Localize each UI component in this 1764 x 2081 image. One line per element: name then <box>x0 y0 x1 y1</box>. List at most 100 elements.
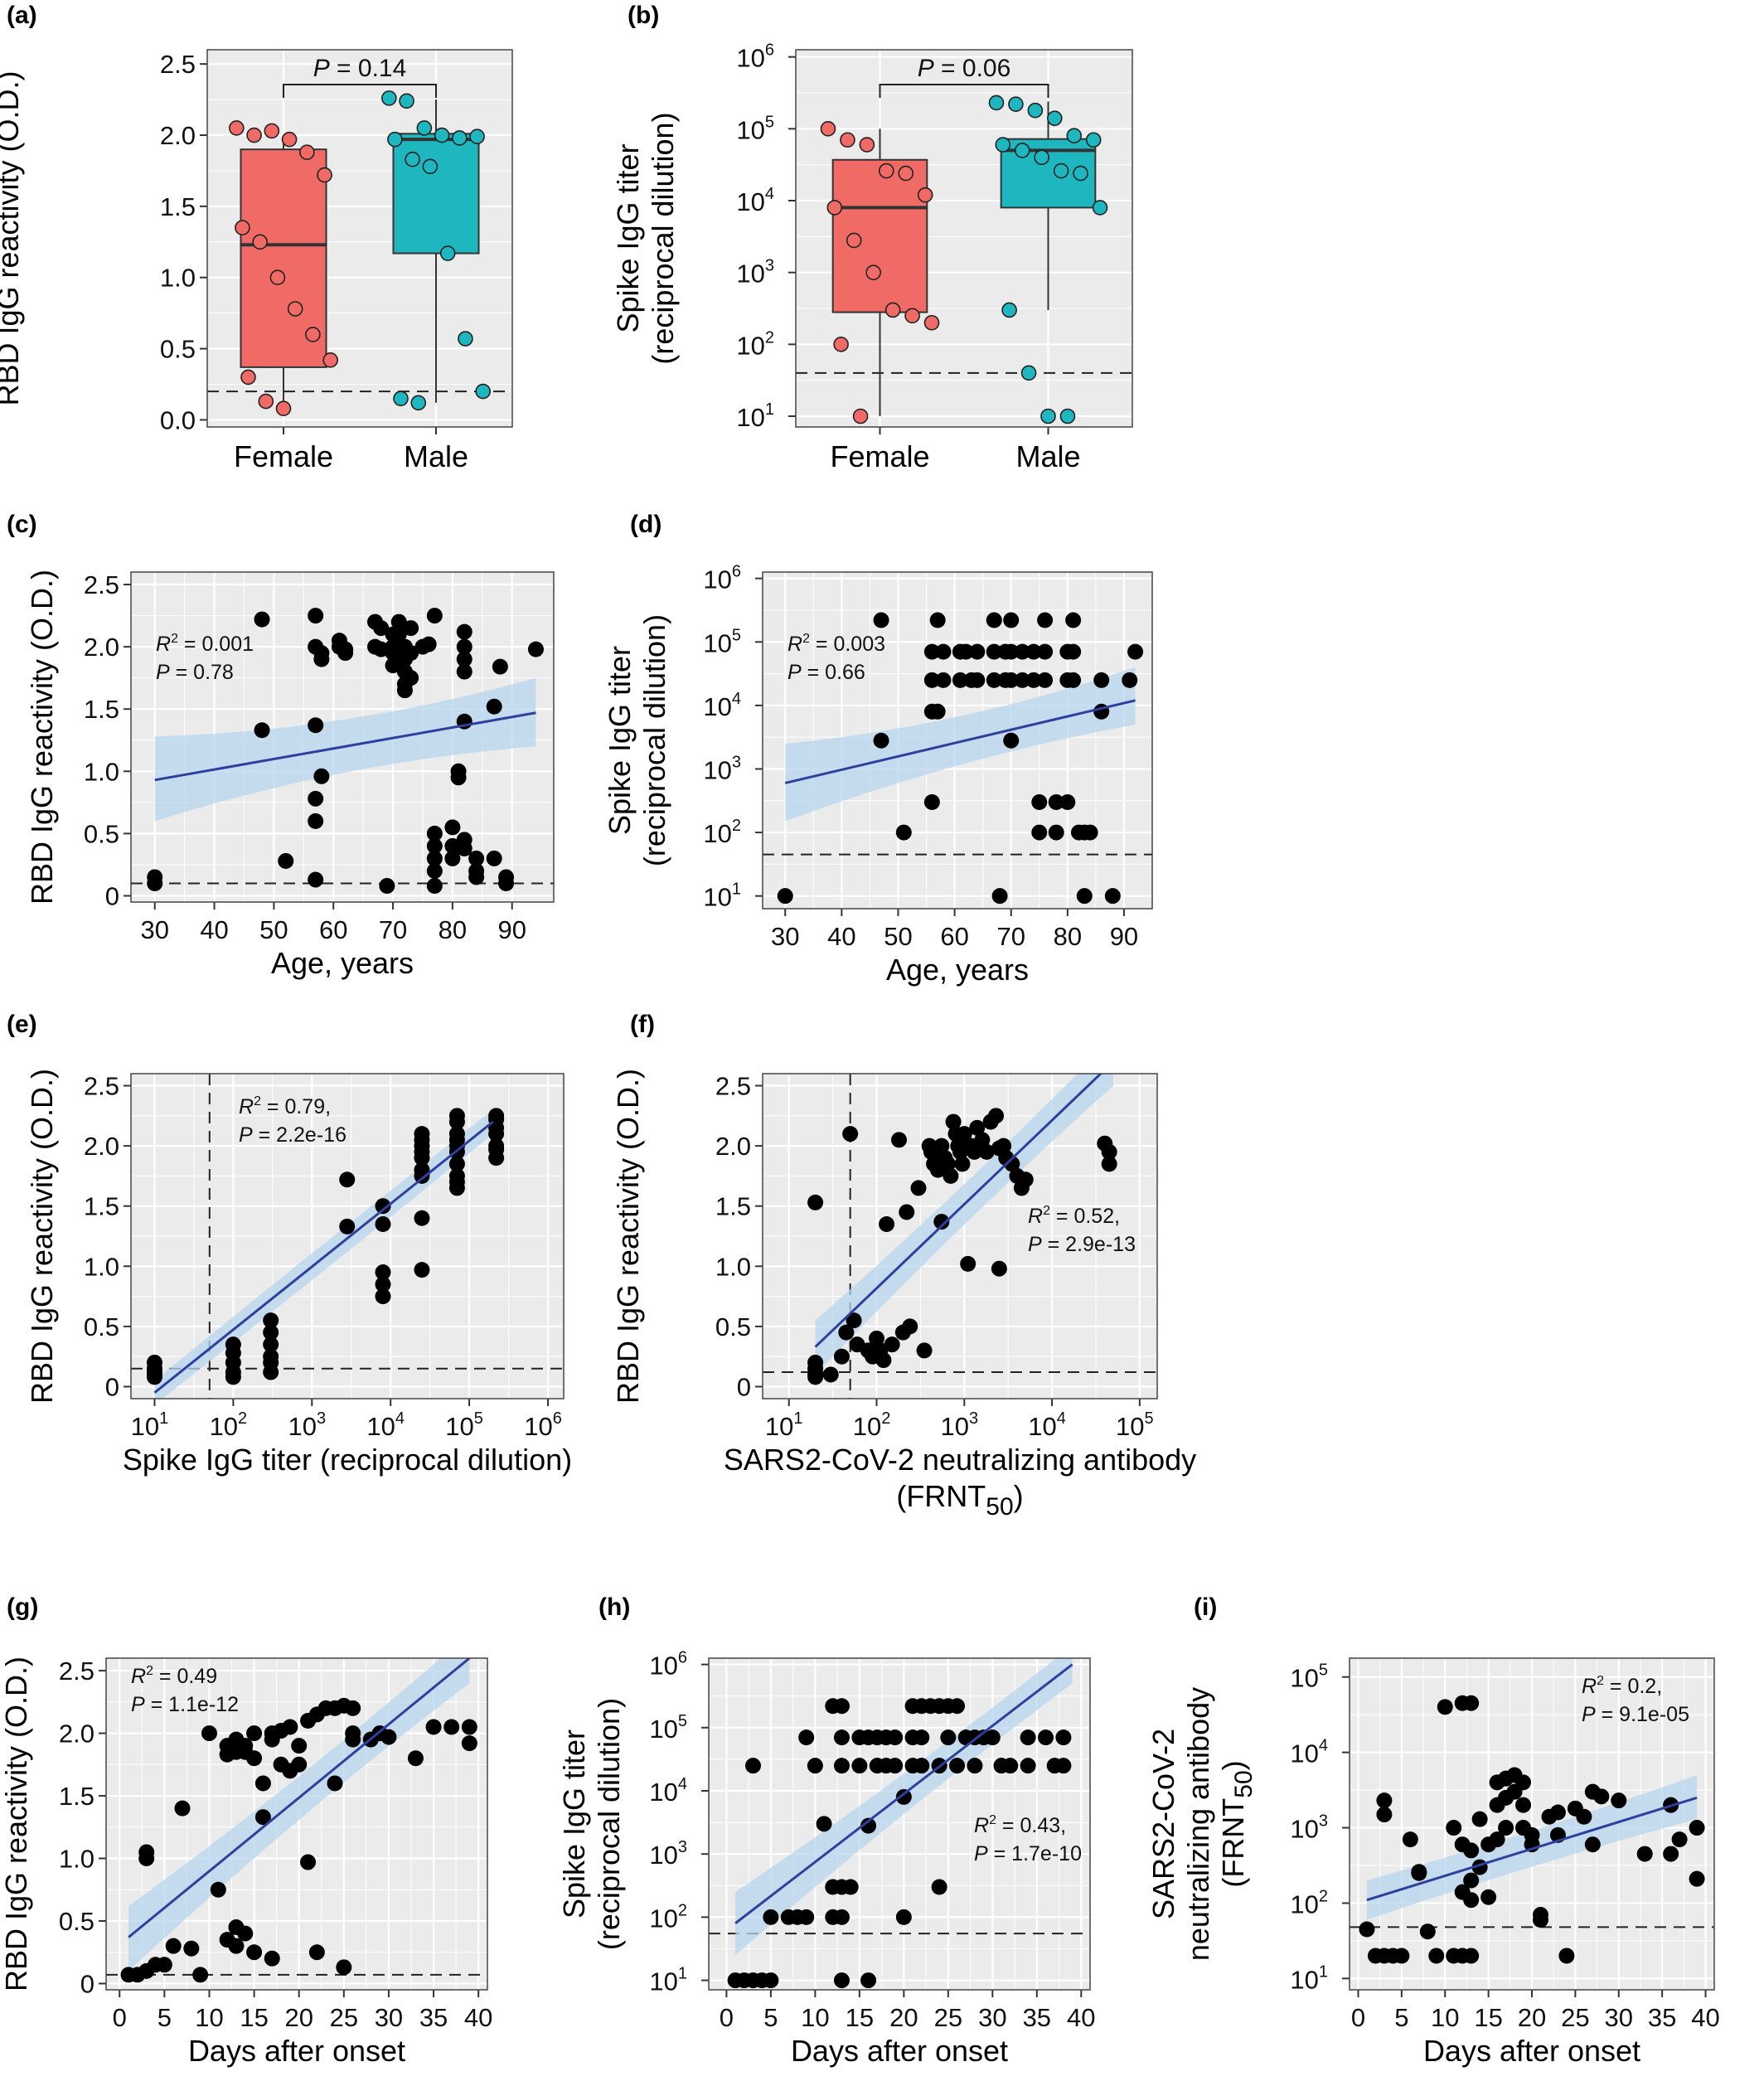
data-point <box>933 1138 950 1154</box>
data-point <box>833 1909 850 1925</box>
y-tick-label: 0.5 <box>160 335 196 364</box>
plot-area <box>131 1074 564 1399</box>
y-tick-label: 105 <box>736 113 774 144</box>
data-point <box>833 337 849 352</box>
data-point <box>763 1909 779 1925</box>
y-axis-title: RBD IgG reactivity (O.D.) <box>611 1069 645 1404</box>
data-point <box>426 862 443 879</box>
fit-line <box>1366 1796 1698 1902</box>
x-tick-label: 0 <box>113 2003 127 2032</box>
data-point <box>902 1318 918 1335</box>
p-value-annotation: P = 9.1e-05 <box>1582 1703 1689 1726</box>
data-point <box>281 131 298 148</box>
data-point <box>1031 824 1048 841</box>
y-axis-title-line2: (reciprocal dilution) <box>637 614 671 866</box>
data-point <box>1498 1820 1514 1836</box>
data-point <box>939 1156 956 1172</box>
data-point <box>1549 1804 1566 1821</box>
data-point <box>1402 1831 1418 1848</box>
data-point <box>1048 824 1064 841</box>
data-point <box>887 1758 904 1774</box>
data-point <box>1085 132 1102 148</box>
data-point <box>282 1719 298 1735</box>
data-point <box>991 1140 1007 1157</box>
data-point <box>923 672 940 688</box>
data-point <box>988 95 1005 111</box>
plot-area <box>106 1658 487 1983</box>
data-point <box>895 1788 912 1805</box>
data-point <box>192 1967 209 1983</box>
data-point <box>138 1844 155 1860</box>
data-point <box>322 352 338 368</box>
data-point <box>816 1816 832 1832</box>
data-point <box>308 871 324 888</box>
bracket-line <box>283 84 437 98</box>
data-point <box>456 840 472 856</box>
y-tick-label: 101 <box>1290 1962 1328 1994</box>
data-point <box>246 127 262 143</box>
data-point <box>1065 643 1082 660</box>
data-point <box>933 1214 950 1230</box>
x-tick-label: 30 <box>140 915 168 944</box>
data-point <box>1463 1872 1480 1889</box>
data-point <box>387 131 403 148</box>
data-point <box>1428 1948 1445 1964</box>
data-point <box>414 1150 430 1167</box>
y-tick-label: 0 <box>105 881 119 910</box>
data-point <box>1065 612 1082 628</box>
data-point <box>895 824 912 841</box>
data-point <box>1376 1807 1393 1823</box>
data-point <box>1053 163 1069 179</box>
y-tick-label: 0.5 <box>715 1312 751 1341</box>
y-tick-label: 2.5 <box>715 1072 751 1101</box>
plot-frame <box>708 1657 1091 1991</box>
data-point <box>1411 1865 1427 1881</box>
data-point <box>1671 1831 1688 1848</box>
data-point <box>1020 1729 1036 1746</box>
data-point <box>798 1729 815 1746</box>
x-tick-label: 105 <box>1116 1409 1154 1441</box>
y-tick-label: 103 <box>649 1838 687 1870</box>
data-point <box>1065 672 1082 688</box>
data-point <box>1376 1792 1393 1809</box>
data-point <box>1008 96 1024 112</box>
data-point <box>393 390 409 406</box>
data-point <box>456 663 472 680</box>
data-point <box>252 234 268 250</box>
data-point <box>838 1324 855 1341</box>
x-tick-label: 104 <box>366 1409 405 1441</box>
data-point <box>820 121 836 137</box>
x-tick-label: 40 <box>1691 2003 1719 2032</box>
data-point <box>978 1143 995 1160</box>
panel-label: (c) <box>7 511 37 538</box>
data-point <box>403 645 419 662</box>
y-tick-label: 104 <box>703 690 741 721</box>
data-point <box>488 1150 505 1167</box>
data-point <box>486 850 502 866</box>
data-point <box>895 1909 912 1925</box>
data-point <box>846 232 862 249</box>
x-tick-label: 101 <box>765 1409 803 1441</box>
data-point <box>966 1143 982 1160</box>
data-point <box>308 717 324 734</box>
r-squared-annotation: R2 = 0.49 <box>131 1664 217 1688</box>
panel-label: (i) <box>1194 1593 1217 1621</box>
x-tick-label: 103 <box>288 1409 326 1441</box>
data-point <box>1055 1758 1072 1774</box>
data-point <box>1038 1729 1054 1746</box>
data-point <box>443 1719 460 1735</box>
x-tick-label: 90 <box>1110 922 1138 951</box>
data-point <box>456 623 472 640</box>
plot-frame <box>1349 1657 1715 1991</box>
panel-c: (c) 0 0.5 1.0 1.5 2.0 2.5 30 40 50 60 70 80 90 R2 = 0.… <box>7 511 555 980</box>
data-point <box>254 722 270 739</box>
y-tick-label: 0.0 <box>160 405 196 434</box>
data-point <box>923 794 940 811</box>
data-point <box>1532 1912 1548 1928</box>
x-tick-label: 70 <box>379 915 407 944</box>
plot-area <box>763 612 1152 905</box>
data-point <box>957 643 974 660</box>
data-point <box>1480 1889 1497 1905</box>
x-tick-label: 20 <box>284 2003 313 2032</box>
data-point <box>375 1264 391 1281</box>
